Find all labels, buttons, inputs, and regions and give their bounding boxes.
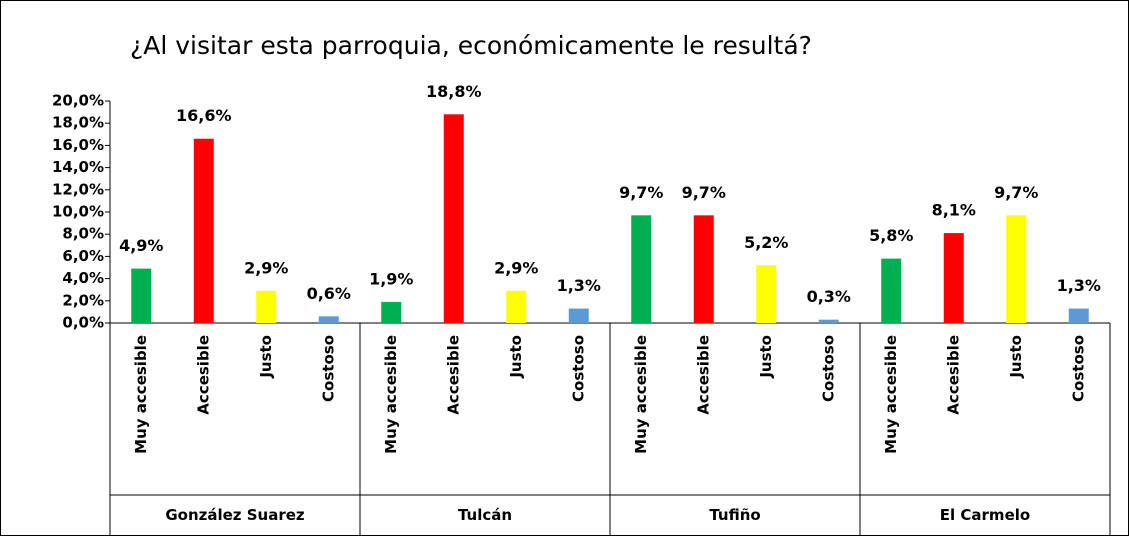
bar <box>693 215 714 323</box>
x-tick-label: Accesible <box>194 335 212 415</box>
y-tick-label: 20,0% <box>52 92 104 110</box>
group-label: Tulcán <box>458 506 512 524</box>
x-tick-label: Justo <box>257 335 275 379</box>
bar <box>256 290 277 323</box>
bar <box>756 265 777 323</box>
value-label: 0,3% <box>807 287 851 306</box>
x-tick-label: Muy accesible <box>132 335 150 454</box>
value-label: 9,7% <box>619 183 663 202</box>
y-tick-label: 16,0% <box>52 136 104 154</box>
x-tick-label: Muy accesible <box>632 335 650 454</box>
group-label: Tufiño <box>709 506 760 524</box>
x-tick-label: Accesible <box>944 335 962 415</box>
value-label: 0,6% <box>307 284 351 303</box>
x-tick-label: Accesible <box>444 335 462 415</box>
x-tick-label: Costoso <box>319 335 337 402</box>
value-label: 1,9% <box>369 269 413 288</box>
x-tick-label: Justo <box>1007 335 1025 379</box>
x-tick-label: Muy accesible <box>882 335 900 454</box>
value-label: 16,6% <box>176 106 232 125</box>
group-label: González Suarez <box>165 506 305 524</box>
value-label: 18,8% <box>426 82 482 101</box>
value-label: 2,9% <box>244 258 288 277</box>
x-tick-label: Costoso <box>1069 335 1087 402</box>
bar <box>131 268 152 323</box>
x-tick-label: Muy accesible <box>382 335 400 454</box>
value-label: 5,8% <box>869 226 913 245</box>
y-tick-label: 6,0% <box>62 247 104 265</box>
group-label: El Carmelo <box>940 506 1030 524</box>
bar <box>193 138 214 323</box>
bar <box>506 290 527 323</box>
value-label: 9,7% <box>682 183 726 202</box>
y-tick-label: 10,0% <box>52 203 104 221</box>
bar <box>943 233 964 323</box>
value-label: 1,3% <box>1057 276 1101 295</box>
x-tick-label: Accesible <box>694 335 712 415</box>
y-tick-label: 14,0% <box>52 158 104 176</box>
value-label: 5,2% <box>744 233 788 252</box>
bar <box>818 319 839 323</box>
bar <box>881 258 902 323</box>
value-label: 9,7% <box>994 183 1038 202</box>
bar <box>381 301 402 323</box>
value-label: 1,3% <box>557 276 601 295</box>
y-tick-label: 8,0% <box>62 225 104 243</box>
x-tick-label: Costoso <box>569 335 587 402</box>
bar <box>318 316 339 323</box>
x-tick-label: Justo <box>507 335 525 379</box>
y-tick-label: 2,0% <box>62 291 104 309</box>
x-tick-label: Costoso <box>819 335 837 402</box>
bar <box>1068 308 1089 323</box>
bar <box>568 308 589 323</box>
bar <box>443 114 464 323</box>
y-tick-label: 12,0% <box>52 180 104 198</box>
value-label: 2,9% <box>494 258 538 277</box>
chart-title: ¿Al visitar esta parroquia, económicamen… <box>130 31 812 60</box>
x-tick-label: Justo <box>757 335 775 379</box>
y-tick-label: 18,0% <box>52 114 104 132</box>
y-tick-label: 0,0% <box>62 314 104 332</box>
y-tick-label: 4,0% <box>62 269 104 287</box>
value-label: 8,1% <box>932 201 976 220</box>
value-label: 4,9% <box>119 236 163 255</box>
bar <box>631 215 652 323</box>
bar <box>1006 215 1027 323</box>
